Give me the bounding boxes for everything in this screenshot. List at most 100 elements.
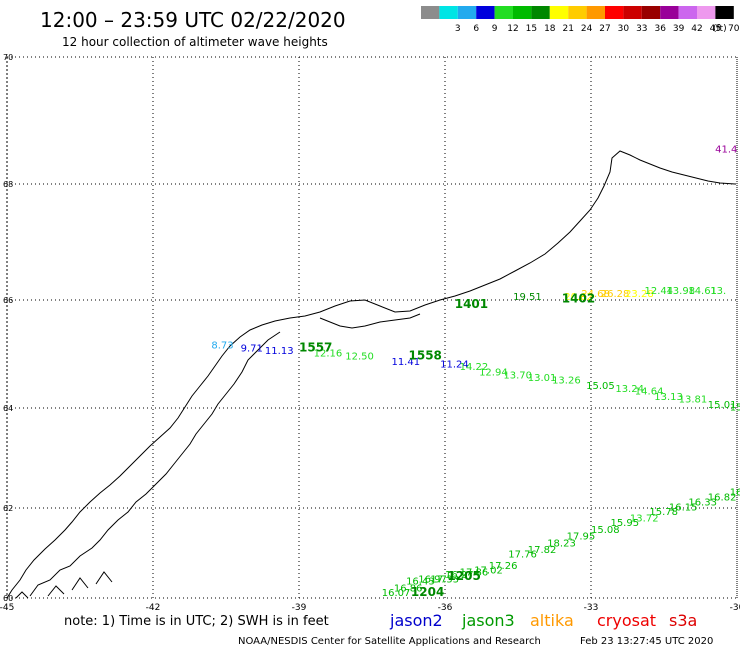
time-label: 1558 [409,348,442,362]
wave-height-label: 13.72 [630,514,659,525]
coastline-detail-1 [29,331,281,597]
wave-height-label: 9.71 [241,343,263,354]
track-1204-1205: 16.0716.8616.4316.9717.3316.2717.8617.02… [382,488,740,599]
track-edge: 41.4 [715,144,737,155]
wave-height-label: 12.50 [345,351,374,362]
time-label: 1557 [299,340,332,354]
legend-tick-label: 27 [599,24,610,34]
legend-swatch [476,6,495,19]
lon-tick-label: -39 [292,603,307,613]
legend-tick-label: 33 [636,24,647,34]
legend-swatch [531,6,550,19]
legend-swatch [586,6,605,19]
footer-note: note: 1) Time is in UTC; 2) SWH is in fe… [64,614,329,629]
altimeter-tracks: 19.51 20.6224.6826.2823.2812.4413.9814.61… [211,144,740,599]
wave-height-label: 11.24 [440,360,469,371]
wave-height-label: 15.08 [591,525,620,536]
satellite-name-jason3: jason3 [461,611,515,630]
wave-height-label: 16.33 [688,498,717,509]
satellite-name-cryosat: cryosat [597,611,656,630]
legend-tick-label: 9 [492,24,498,34]
footer-timestamp: Feb 23 13:27:45 UTC 2020 [580,636,713,647]
wave-height-label: 26.28 [601,289,630,300]
wave-height-label: 13.13 [654,392,683,403]
lon-tick-label: -30 [730,603,740,613]
legend-unit: (ft) [713,24,727,34]
legend-swatch [715,6,734,19]
legend-tick-label: 70 [728,24,740,34]
legend-swatch [641,6,661,19]
legend-swatch [605,6,624,19]
wave-height-label: 15.05 [586,381,615,392]
wave-height-label: 17.76 [508,550,537,561]
lat-tick-label: 62 [3,504,13,513]
footer-credit: NOAA/NESDIS Center for Satellite Applica… [238,636,541,647]
legend-swatch [457,6,477,19]
time-label: 1401 [455,297,488,311]
wave-height-label: 15.01 [708,400,737,411]
legend-tick-label: 45 [710,24,721,34]
wave-height-label: 17.33 [430,574,459,585]
wave-height-label: 16. [730,488,740,499]
wave-height-label: 23.28 [625,289,654,300]
wave-height-label: 14.22 [460,362,489,373]
wave-height-label: 13.81 [679,395,708,406]
map-frame [6,56,738,599]
legend-swatch [678,6,697,19]
lat-tick-label: 64 [3,404,13,413]
coastline-detail-2 [319,313,421,329]
wave-height-label: 11.13 [265,346,294,357]
wave-height-label: 12.94 [479,368,508,379]
wave-height-label: 17.26 [489,561,518,572]
legend-swatch [494,6,513,19]
legend-tick-label: 36 [654,24,666,34]
legend-tick-label: 12 [507,24,518,34]
wave-height-label: 16.86 [394,583,423,594]
wave-height-label: 12.44 [645,286,674,297]
wave-height-label: 13.01 [528,373,557,384]
lat-tick-label: 68 [3,180,13,189]
wave-height-label: 16.82 [708,493,737,504]
legend-tick-label: 21 [562,24,573,34]
wave-height-label: 16.15 [669,502,698,513]
lon-tick-label: -45 [0,603,14,613]
lat-tick-label: 60 [3,594,13,603]
wave-height-label: 13. [710,286,726,297]
wave-height-label: 13.24 [615,384,644,395]
map-subtitle: 12 hour collection of altimeter wave hei… [62,35,328,49]
coastline-path [6,150,736,599]
wave-height-label: 17.95 [567,532,596,543]
wave-height-label: 13.70 [503,370,532,381]
satellite-name-altika: altika [530,611,574,630]
wave-height-label: 16.43 [406,577,435,588]
legend-tick-label: 6 [473,24,479,34]
time-label: 1402 [562,292,595,306]
legend-swatch [513,6,532,19]
legend-tick-label: 24 [581,24,593,34]
wave-height-label: 19.51 [513,292,542,303]
wave-height-label: 15. [730,403,740,414]
legend-swatch [568,6,587,19]
legend-swatch [697,6,716,19]
wave-height-label: 17.82 [528,545,557,556]
satellite-name-jason2: jason2 [389,611,443,630]
track-1557-1558: 8.73 9.71 11.13 12.16 12.50 11.41 11.2414.2212… [211,340,740,413]
wave-height-label: 14.64 [635,387,664,398]
lat-lon-grid: -45 -42 -39 -36 -33 -30 70 68 66 64 62 60 [0,53,740,613]
wave-height-label: 41.4 [715,144,737,155]
wave-height-label: 16.07 [382,588,411,599]
map-title: 12:00 – 23:59 UTC 02/22/2020 [40,8,346,32]
legend-tick-label: 18 [544,24,556,34]
legend-swatch [421,6,440,19]
wave-height-label: 17.02 [474,565,503,576]
wave-height-label: 17.86 [460,568,489,579]
legend-tick-label: 3 [455,24,461,34]
time-label: 1204 [411,585,444,599]
lon-tick-label: -33 [584,603,599,613]
wave-height-label: 8.73 [211,341,233,352]
legend-tick-label: 39 [673,24,685,34]
wave-height-label: 12.16 [314,349,343,360]
legend-swatch [439,6,458,19]
